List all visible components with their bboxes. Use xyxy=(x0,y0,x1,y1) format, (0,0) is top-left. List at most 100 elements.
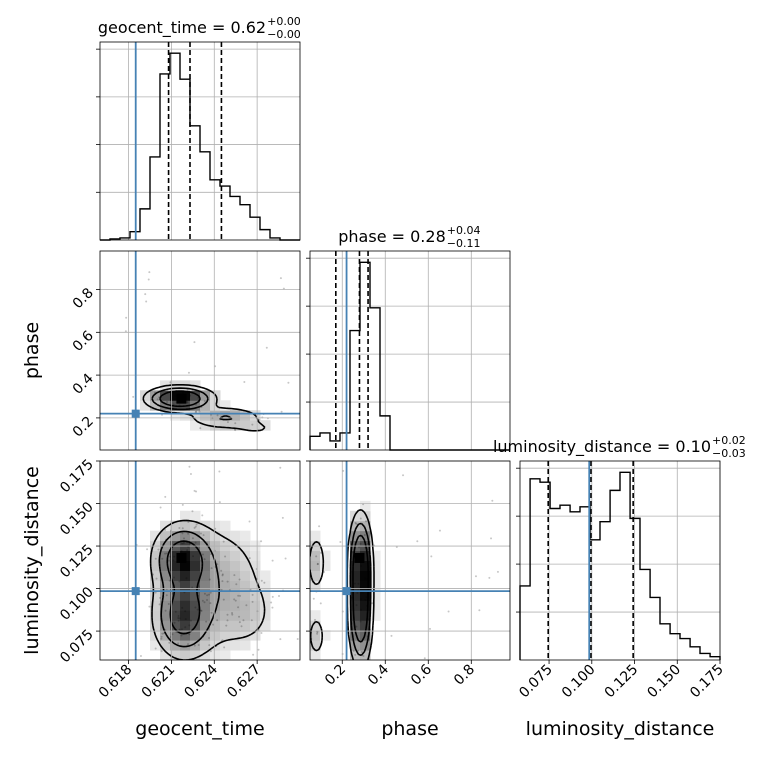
density-cell-0-2-7-12 xyxy=(170,530,181,542)
sample-point-0-2-546 xyxy=(186,549,189,552)
density-cell-0-2-10-4 xyxy=(200,610,211,621)
sample-point-0-2-399 xyxy=(202,534,205,537)
sample-point-0-1-270 xyxy=(147,278,150,281)
title-main-geocent_time: geocent_time = 0.62 xyxy=(98,18,266,38)
sample-point-1-2-549 xyxy=(364,577,367,580)
sample-point-0-2-325 xyxy=(187,521,190,524)
xaxis-label-luminosity_distance: luminosity_distance xyxy=(526,718,715,740)
density-cell-1-2-0-2 xyxy=(310,630,321,641)
sample-point-0-1-154 xyxy=(169,381,172,384)
sample-point-0-1-443 xyxy=(181,391,184,394)
density-cell-0-2-15-7 xyxy=(250,580,261,591)
density-cell-0-2-5-4 xyxy=(150,610,161,621)
sample-point-0-2-25 xyxy=(178,629,181,632)
density-cell-0-2-14-9 xyxy=(240,560,251,571)
ytick-label-phase-0: 0.2 xyxy=(70,413,97,440)
sample-point-1-2-614 xyxy=(318,525,321,528)
density-cell-0-2-9-5 xyxy=(190,600,201,611)
sample-point-0-2-377 xyxy=(171,592,174,595)
density-cell-0-2-14-7 xyxy=(240,580,251,591)
density-cell-0-2-15-9 xyxy=(250,560,261,571)
hist-panel-geocent_time: geocent_time = 0.62 +0.00−0.00 xyxy=(96,15,301,241)
density-cell-0-2-5-3 xyxy=(150,620,161,631)
density-cell-0-2-15-6 xyxy=(250,590,261,601)
sample-point-0-2-311 xyxy=(226,580,229,583)
sample-point-0-2-211 xyxy=(155,577,158,580)
sample-point-0-2-463 xyxy=(206,594,209,597)
density-cell-1-2-0-7 xyxy=(310,580,321,591)
sample-point-0-2-635 xyxy=(177,642,180,645)
sample-point-0-2-185 xyxy=(181,532,184,535)
sample-point-1-2-482 xyxy=(357,582,360,585)
density-cell-1-2-5-13 xyxy=(360,520,371,532)
sample-point-0-2-242 xyxy=(181,606,184,609)
ytick-label-luminosity_distance-3: 0.150 xyxy=(57,499,97,539)
density-cell-0-2-11-3 xyxy=(210,620,221,631)
density-cell-0-2-9-9 xyxy=(190,560,201,571)
sample-point-0-2-276 xyxy=(234,599,237,602)
density-cell-0-2-16-3 xyxy=(260,620,271,631)
density-cell-0-1-13-3 xyxy=(230,410,241,421)
density-cell-1-2-4-7 xyxy=(350,580,361,591)
density-cell-1-2-6-10 xyxy=(370,550,381,561)
sample-point-0-1-580 xyxy=(132,395,135,398)
density-cell-1-2-6-4 xyxy=(370,610,381,621)
density-cell-0-2-6-12 xyxy=(160,530,171,542)
sample-point-0-1-542 xyxy=(279,277,282,280)
sample-point-0-2-625 xyxy=(233,598,236,601)
density-cell-0-2-12-8 xyxy=(220,570,231,581)
sample-point-0-2-569 xyxy=(196,608,199,611)
sample-point-0-2-638 xyxy=(182,542,185,545)
sample-point-0-1-465 xyxy=(251,423,254,426)
contour-level-0-1-1 xyxy=(151,387,233,421)
density-cell-0-2-13-2 xyxy=(230,630,241,641)
sample-point-0-2-44 xyxy=(208,644,211,647)
sample-point-0-2-647 xyxy=(221,580,224,583)
density-cell-0-1-14-2 xyxy=(240,420,251,431)
density-cell-0-1-7-5 xyxy=(170,390,181,401)
sample-point-0-2-364 xyxy=(205,620,208,623)
sample-point-0-2-265 xyxy=(164,552,167,555)
sample-point-0-2-31 xyxy=(199,609,202,612)
sample-point-0-2-597 xyxy=(251,600,254,603)
sample-point-0-2-160 xyxy=(193,489,196,492)
density-cell-0-2-16-6 xyxy=(260,590,271,601)
density-cell-0-1-5-5 xyxy=(150,390,161,401)
sample-point-0-2-81 xyxy=(172,559,175,562)
sample-point-0-2-121 xyxy=(279,466,282,469)
sample-point-0-2-530 xyxy=(248,520,251,523)
density-cell-0-2-7-6 xyxy=(170,590,181,601)
density-cell-0-1-13-2 xyxy=(230,420,241,431)
density-cell-0-2-7-0 xyxy=(170,650,181,660)
mode-marker-0-1 xyxy=(176,393,187,404)
sample-point-0-1-19 xyxy=(125,316,128,319)
density-cell-0-1-10-4 xyxy=(200,400,211,411)
density-cell-0-2-7-7 xyxy=(170,580,181,591)
sample-point-0-1-427 xyxy=(186,400,189,403)
density-cell-1-2-4-8 xyxy=(350,570,361,581)
sample-point-1-2-89 xyxy=(355,625,358,628)
pair-frame-0-1 xyxy=(99,250,301,451)
sample-point-0-2-273 xyxy=(271,606,274,609)
density-cell-0-1-12-4 xyxy=(220,400,231,411)
density-cell-0-2-13-6 xyxy=(230,590,241,601)
sample-point-0-1-363 xyxy=(148,271,151,274)
sample-point-1-2-31 xyxy=(478,609,481,612)
sample-point-0-2-411 xyxy=(252,653,255,656)
sample-point-0-2-259 xyxy=(165,594,168,597)
sample-point-0-2-252 xyxy=(238,621,241,624)
title-main-luminosity_distance: luminosity_distance = 0.10 xyxy=(493,437,711,457)
hist-step-geocent_time xyxy=(100,52,300,241)
density-cell-0-2-11-13 xyxy=(210,520,221,532)
density-cell-0-2-6-4 xyxy=(160,610,171,621)
sample-point-0-1-349 xyxy=(203,400,206,403)
density-cell-0-2-8-5 xyxy=(180,600,191,611)
sample-point-0-1-592 xyxy=(124,330,127,333)
sample-point-0-2-508 xyxy=(160,650,163,653)
density-cell-0-1-15-2 xyxy=(250,420,261,431)
sample-point-0-2-513 xyxy=(158,603,161,606)
sample-point-0-2-522 xyxy=(168,641,171,644)
sample-point-0-2-643 xyxy=(203,558,206,561)
pair-panel-phase-luminosity_distance xyxy=(306,460,511,661)
density-cell-0-2-8-12 xyxy=(180,530,191,542)
